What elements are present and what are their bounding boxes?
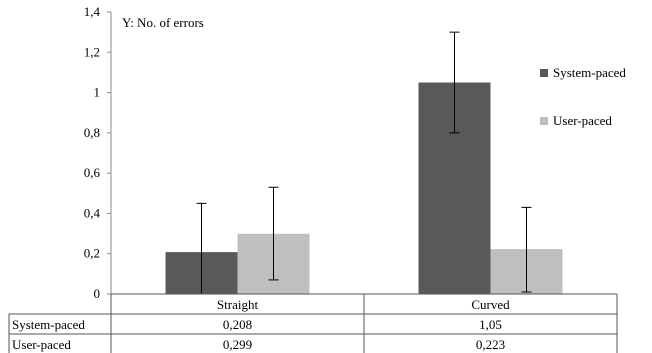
axis-layer: 0 0,2 0,4 0,6 0,8 1 1,2 1,4: [84, 4, 112, 301]
y-tick-label: 0,2: [84, 246, 100, 261]
table-cell: 1,05: [479, 317, 502, 332]
error-bars-layer: [196, 31, 532, 295]
bars-layer: [165, 82, 563, 294]
x-category-label: Straight: [217, 297, 259, 312]
y-tick-label: 0,8: [84, 125, 100, 140]
y-tick-label: 0,6: [84, 165, 101, 180]
table-cell: 0,223: [476, 337, 505, 352]
data-table: Straight Curved System-paced 0,208 1,05 User-…: [8, 293, 618, 353]
x-category-label: Curved: [471, 297, 510, 312]
table-row-label: User-paced: [12, 337, 71, 352]
table-cell: 0,299: [223, 337, 252, 352]
y-tick-label: 1,4: [84, 4, 101, 19]
legend-label: System-paced: [553, 65, 626, 80]
y-tick-label: 0,4: [84, 205, 101, 220]
legend-swatch: [540, 117, 548, 125]
legend-swatch: [540, 69, 548, 77]
y-tick-label: 1: [94, 85, 101, 100]
y-tick-label: 0: [94, 286, 101, 301]
y-tick-label: 1,2: [84, 44, 100, 59]
table-cell: 0,208: [223, 317, 252, 332]
legend-label: User-paced: [553, 113, 612, 128]
table-row-label: System-paced: [12, 317, 85, 332]
y-annotation: Y: No. of errors: [122, 15, 204, 30]
legend: System-paced User-paced: [540, 65, 626, 128]
